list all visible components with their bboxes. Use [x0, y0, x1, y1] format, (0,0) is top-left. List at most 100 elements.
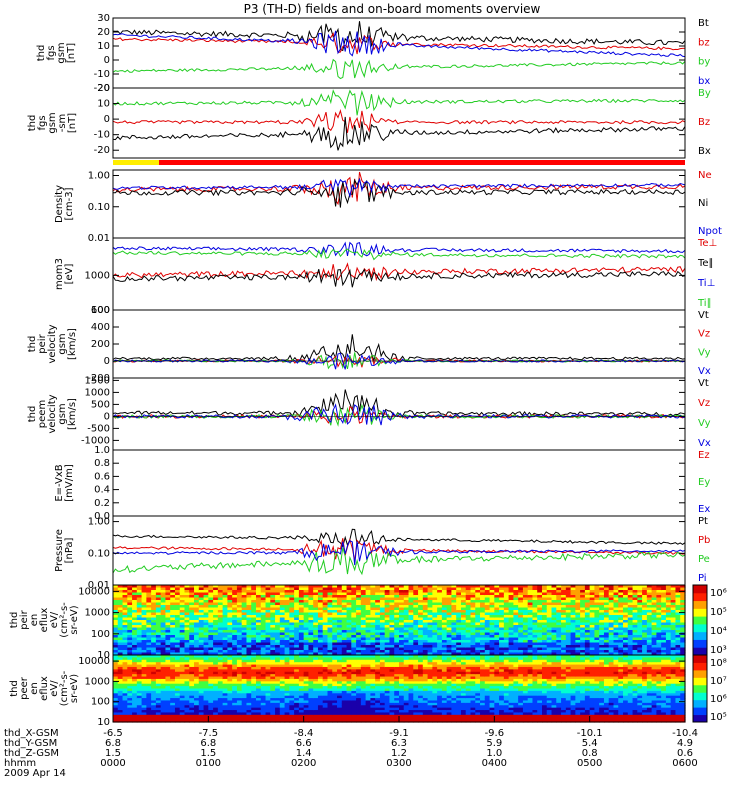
heatmap-cell [232, 637, 238, 641]
heatmap-cell [632, 642, 638, 646]
heatmap-cell [213, 620, 219, 624]
heatmap-cell [322, 647, 329, 651]
heatmap-cell [518, 600, 524, 604]
heatmap-cell [170, 664, 176, 668]
heatmap-cell [174, 705, 181, 709]
heatmap-cell [637, 590, 643, 594]
heatmap-cell [503, 607, 510, 611]
heatmap-cell [632, 640, 638, 644]
legend-entry: bx [698, 76, 710, 87]
heatmap-cell [236, 657, 243, 661]
heatmap-cell [542, 587, 548, 591]
heatmap-cell [227, 590, 233, 594]
heatmap-cell [484, 642, 491, 646]
heatmap-cell [589, 630, 596, 634]
heatmap-cell [117, 678, 124, 682]
heatmap-cell [360, 595, 367, 599]
heatmap-cell [675, 612, 681, 616]
heatmap-cell [627, 590, 634, 594]
heatmap-cell [465, 610, 472, 614]
heatmap-cell [232, 647, 238, 651]
heatmap-cell [432, 605, 438, 609]
heatmap-cell [575, 650, 581, 654]
heatmap-cell [260, 719, 267, 723]
heatmap-cell [570, 625, 576, 629]
heatmap-cell [232, 676, 238, 680]
heatmap-cell [241, 664, 248, 668]
heatmap-cell [441, 585, 448, 589]
heatmap-cell [646, 612, 653, 616]
heatmap-cell [203, 690, 209, 694]
heatmap-cell [327, 664, 333, 668]
heatmap-cell [308, 719, 314, 723]
heatmap-cell [117, 595, 124, 599]
heatmap-cell [260, 615, 267, 619]
heatmap-cell [661, 617, 667, 621]
heatmap-cell [222, 714, 228, 718]
heatmap-cell [217, 610, 224, 614]
heatmap-cell [127, 676, 133, 680]
heatmap-cell [179, 688, 186, 692]
heatmap-cell [198, 664, 205, 668]
heatmap-cell [370, 612, 376, 616]
heatmap-cell [165, 719, 171, 723]
heatmap-cell [203, 714, 209, 718]
heatmap-cell [213, 590, 219, 594]
heatmap-cell [665, 600, 672, 604]
heatmap-cell [236, 693, 243, 697]
heatmap-cell [160, 607, 167, 611]
heatmap-cell [556, 642, 562, 646]
heatmap-cell [256, 655, 262, 658]
heatmap-cell [217, 640, 224, 644]
heatmap-cell [122, 650, 128, 654]
heatmap-cell [155, 676, 162, 680]
panel-peir-velocity: VtVzVyVx6004002000-200thdpeirvelocitygsm… [27, 305, 711, 384]
heatmap-cell [251, 659, 257, 663]
heatmap-cell [136, 645, 143, 649]
heatmap-cell [256, 664, 262, 668]
heatmap-cell [670, 617, 677, 621]
heatmap-cell [222, 698, 228, 702]
series-line-Bz [112, 108, 686, 133]
heatmap-cell [308, 714, 314, 718]
heatmap-cell [646, 585, 653, 589]
heatmap-cell [194, 714, 200, 718]
heatmap-cell [222, 686, 228, 690]
heatmap-cell [179, 690, 186, 694]
y-axis-label: Density[cm-3] [54, 185, 75, 223]
heatmap-cell [480, 597, 486, 601]
heatmap-cell [327, 652, 333, 656]
heatmap-cell [332, 630, 338, 634]
heatmap-cell [403, 595, 410, 599]
heatmap-cell [251, 712, 257, 716]
heatmap-cell [251, 615, 257, 619]
heatmap-cell [155, 612, 162, 616]
heatmap-cell [298, 664, 305, 668]
heatmap-cell [365, 615, 371, 619]
heatmap-cell [413, 632, 419, 636]
heatmap-cell [294, 710, 300, 714]
heatmap-cell [146, 590, 152, 594]
heatmap-cell [174, 669, 181, 673]
heatmap-cell [165, 610, 171, 614]
heatmap-cell [170, 652, 176, 656]
heatmap-cell [346, 642, 352, 646]
heatmap-cell [198, 645, 205, 649]
heatmap-cell [589, 625, 596, 629]
heatmap-cell [441, 627, 448, 631]
heatmap-cell [623, 630, 629, 634]
y-axis-label-line: mom3 [54, 258, 65, 290]
heatmap-cell [427, 647, 433, 651]
colorbar-step [693, 631, 707, 640]
heatmap-cell [208, 705, 214, 709]
heatmap-cell [494, 590, 500, 594]
heatmap-cell [565, 587, 572, 591]
heatmap-cell [489, 642, 495, 646]
heatmap-cell [561, 625, 567, 629]
heatmap-cell [337, 632, 343, 636]
heatmap-cell [456, 640, 462, 644]
heatmap-cell [518, 585, 524, 589]
heatmap-cell [284, 712, 290, 716]
heatmap-cell [556, 630, 562, 634]
heatmap-cell [179, 671, 186, 675]
